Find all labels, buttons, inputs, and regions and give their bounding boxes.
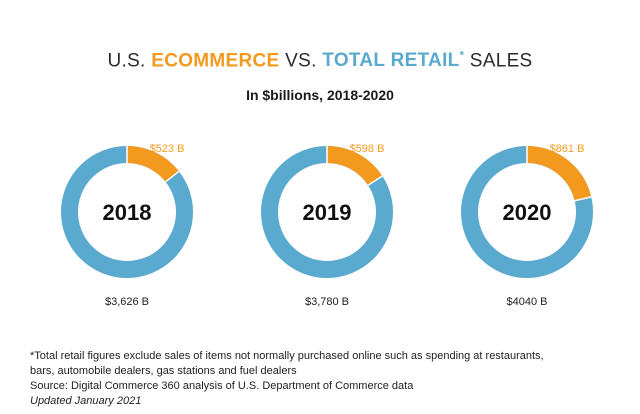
- ecommerce-slice-2020: [526, 146, 592, 202]
- footnotes: *Total retail figures exclude sales of i…: [30, 349, 620, 409]
- slice-separator: [574, 196, 592, 202]
- donut-2019: 2019 $598 B $3,780 B: [261, 143, 393, 308]
- ecommerce-value-label-2019: $598 B: [350, 143, 385, 155]
- year-label-2019: 2019: [303, 200, 352, 225]
- total-value-label-2018: $3,626 B: [105, 296, 149, 308]
- title-ecommerce: ECOMMERCE: [151, 50, 280, 72]
- ecommerce-value-label-2020: $861 B: [550, 143, 585, 155]
- total-value-label-2020: $4040 B: [507, 296, 548, 308]
- footnote-note-line1: *Total retail figures exclude sales of i…: [30, 350, 544, 362]
- chart-subtitle: In $billions, 2018-2020: [246, 87, 394, 103]
- ecommerce-slice-2019: [326, 146, 383, 186]
- donut-2020: 2020 $861 B $4040 B: [461, 143, 593, 308]
- donut-charts: 2018 $523 B $3,626 B 2019 $598 B $3,780 B 2020…: [61, 143, 593, 308]
- ecommerce-value-label-2018: $523 B: [150, 143, 185, 155]
- ecommerce-slice-2018: [126, 146, 179, 183]
- slice-separator: [367, 175, 383, 186]
- footnote-note-line2: bars, automobile dealers, gas stations a…: [30, 365, 297, 377]
- total-value-label-2019: $3,780 B: [305, 296, 349, 308]
- title-prefix: U.S.: [107, 50, 146, 72]
- title-vs: VS.: [285, 50, 317, 72]
- footnote-source: Source: Digital Commerce 360 analysis of…: [30, 380, 414, 392]
- footnote-updated: Updated January 2021: [30, 395, 142, 407]
- year-label-2018: 2018: [103, 200, 152, 225]
- title-suffix: SALES: [469, 50, 533, 72]
- donut-2018: 2018 $523 B $3,626 B: [61, 143, 193, 308]
- title-total-retail: TOTAL RETAIL*: [322, 50, 465, 72]
- chart-title: U.S. ECOMMERCE VS. TOTAL RETAIL* SALES: [0, 50, 640, 72]
- year-label-2020: 2020: [503, 200, 552, 225]
- slice-separator: [165, 170, 180, 183]
